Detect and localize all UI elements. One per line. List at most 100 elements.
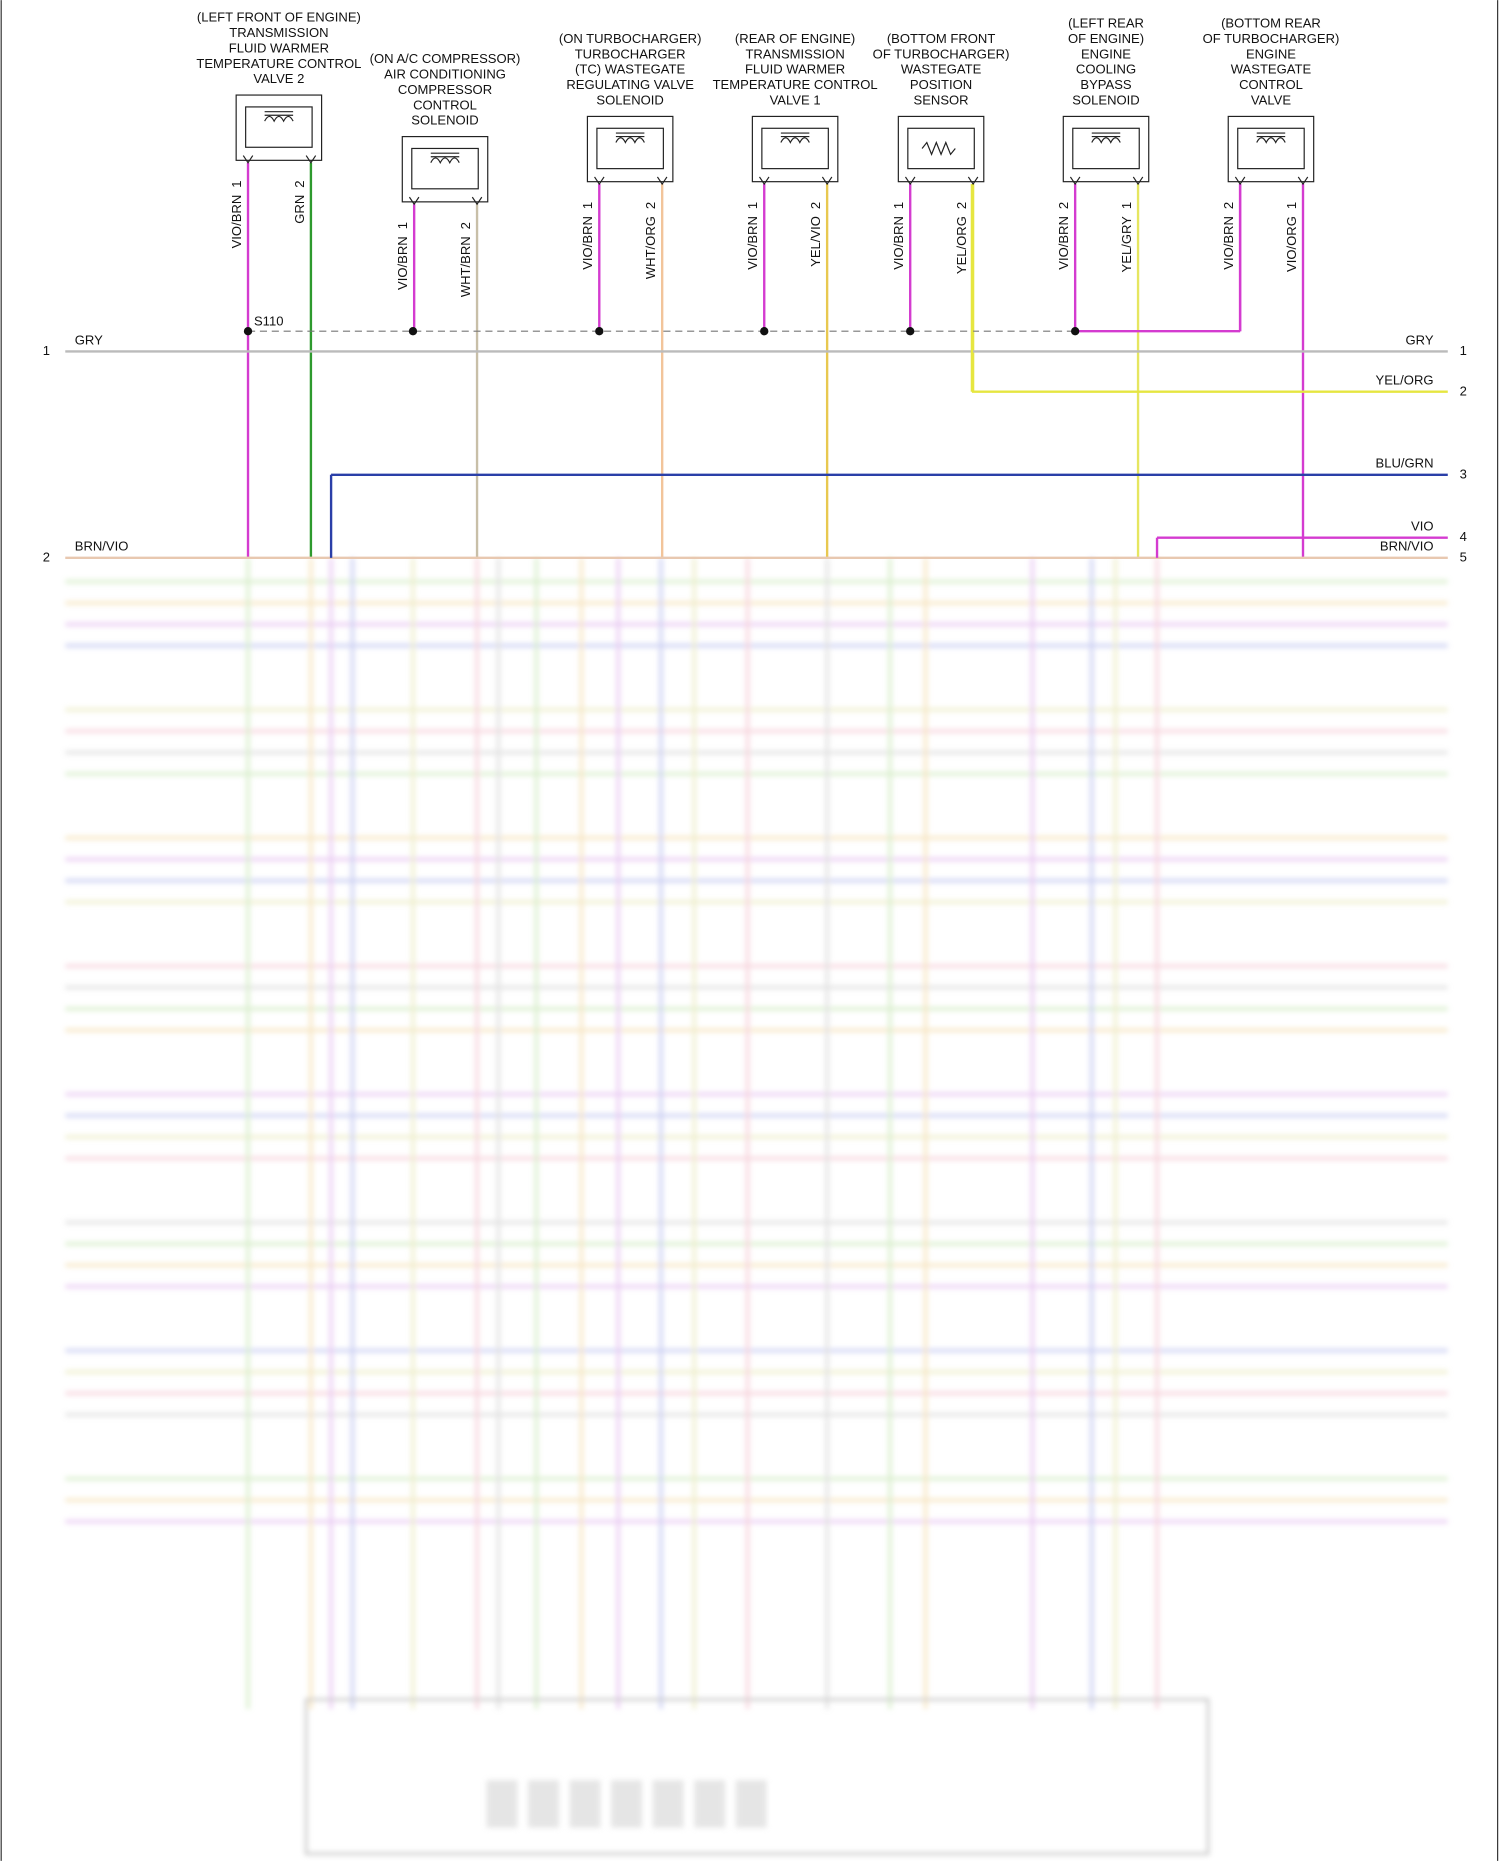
bus-wire-label: GRY [75,332,103,347]
coil-symbol [264,111,294,123]
wire-label: GRN [292,195,307,224]
pin-number: 1 [745,202,760,209]
component-label: AIR CONDITIONING [384,66,506,81]
splice-dot [243,327,253,336]
component-label: TRANSMISSION [229,25,328,40]
component-inner [245,106,313,148]
blurred-block [735,1780,767,1828]
splice-dot [760,327,769,336]
bus-number: 1 [43,343,50,358]
pin-terminal [1132,176,1144,186]
component-inner [596,127,664,170]
blurred-module [304,1698,1210,1855]
pin-terminal [594,176,605,186]
wire-label: YEL/GRY [1119,216,1134,273]
component-label: FLUID WARMER [745,62,845,77]
bus-wire-label: BRN/VIO [1380,539,1434,554]
splice-dot [906,327,915,336]
pin-terminal [1234,176,1246,186]
bus-wire-label: BRN/VIO [75,539,129,554]
splice-dot [1071,327,1080,336]
component-label: (REAR OF ENGINE) [735,31,855,46]
component-label: CONTROL [413,97,477,112]
blurred-block [528,1780,559,1828]
wire-label: WHT/ORG [643,216,658,279]
component-label: (ON TURBOCHARGER) [559,31,702,46]
wire-label: VIO/BRN [395,236,410,290]
wire-label: VIO/BRN [229,195,244,249]
component-box [235,94,323,161]
wire-label: WHT/BRN [458,236,473,297]
component-label: BYPASS [1080,77,1132,92]
bus-number: 2 [43,549,50,564]
component-label: SOLENOID [596,93,663,108]
component-label: TEMPERATURE CONTROL [196,56,361,71]
component-inner [1237,127,1305,170]
component-inner [411,147,479,190]
pin-number: 1 [891,202,906,209]
pin-terminal [758,176,770,186]
component-label: FLUID WARMER [229,40,329,55]
component-label: SOLENOID [411,113,478,128]
wire-label: VIO/ORG [1284,216,1299,272]
pin-number: 2 [458,222,473,229]
component-label: VALVE [1251,93,1291,108]
bus-wire-label: VIO [1411,519,1433,534]
component-box [897,115,985,183]
component-label: OF TURBOCHARGER) [873,46,1010,61]
component-label: ENGINE [1246,46,1296,61]
pin-terminal [408,196,420,206]
component-label: (ON A/C COMPRESSOR) [370,51,521,66]
blurred-block [569,1780,601,1828]
component-label: COMPRESSOR [398,82,492,97]
pin-number: 2 [1221,202,1236,209]
component-label: CONTROL [1239,77,1303,92]
blurred-region [65,557,1448,1855]
component-inner [907,127,975,170]
component-label: TRANSMISSION [745,46,844,61]
coil-symbol [430,152,460,165]
blurred-block [611,1780,643,1828]
wire-label: VIO/BRN [1056,216,1071,270]
component-label: WASTEGATE [1231,62,1312,77]
component-label: WASTEGATE [901,62,982,77]
bus-number: 1 [1460,343,1467,358]
component-label: (BOTTOM REAR [1221,15,1321,30]
blurred-block [694,1780,726,1828]
bus-wire-label: BLU/GRN [1376,456,1434,471]
bus-wire-label: YEL/ORG [1376,373,1434,388]
wire-label: YEL/ORG [954,216,969,274]
pin-number: 2 [954,202,969,209]
pin-number: 1 [1284,202,1299,209]
component-label: OF TURBOCHARGER) [1203,31,1340,46]
wire-label: VIO/BRN [891,216,906,270]
component-label: COOLING [1076,62,1136,77]
coil-symbol [1256,132,1286,144]
foreground: (LEFT FRONT OF ENGINE)TRANSMISSIONFLUID … [43,9,1467,564]
pin-number: 2 [808,202,823,209]
pin-terminal [471,196,483,206]
component-label: (LEFT REAR [1068,15,1144,30]
bus-number: 3 [1460,466,1467,481]
component-box [1062,115,1150,183]
bus-number: 5 [1460,549,1467,564]
pin-terminal [967,176,979,186]
component-label: (LEFT FRONT OF ENGINE) [197,9,361,24]
component-label: (BOTTOM FRONT [887,31,996,46]
component-label: POSITION [910,77,972,92]
pin-number: 1 [229,181,244,188]
wires [65,162,1448,560]
pin-terminal [904,176,916,186]
component-label: OF ENGINE) [1068,31,1144,46]
component-box [1227,115,1315,183]
pin-terminal [1069,176,1081,186]
blurred-block [652,1780,684,1828]
splice-label: S110 [254,313,284,328]
pin-terminal [305,155,317,164]
component-box [751,115,839,183]
component-label: SENSOR [914,93,969,108]
pin-terminal [656,176,668,186]
component-label: SOLENOID [1072,93,1139,108]
component-label: VALVE 1 [770,93,821,108]
